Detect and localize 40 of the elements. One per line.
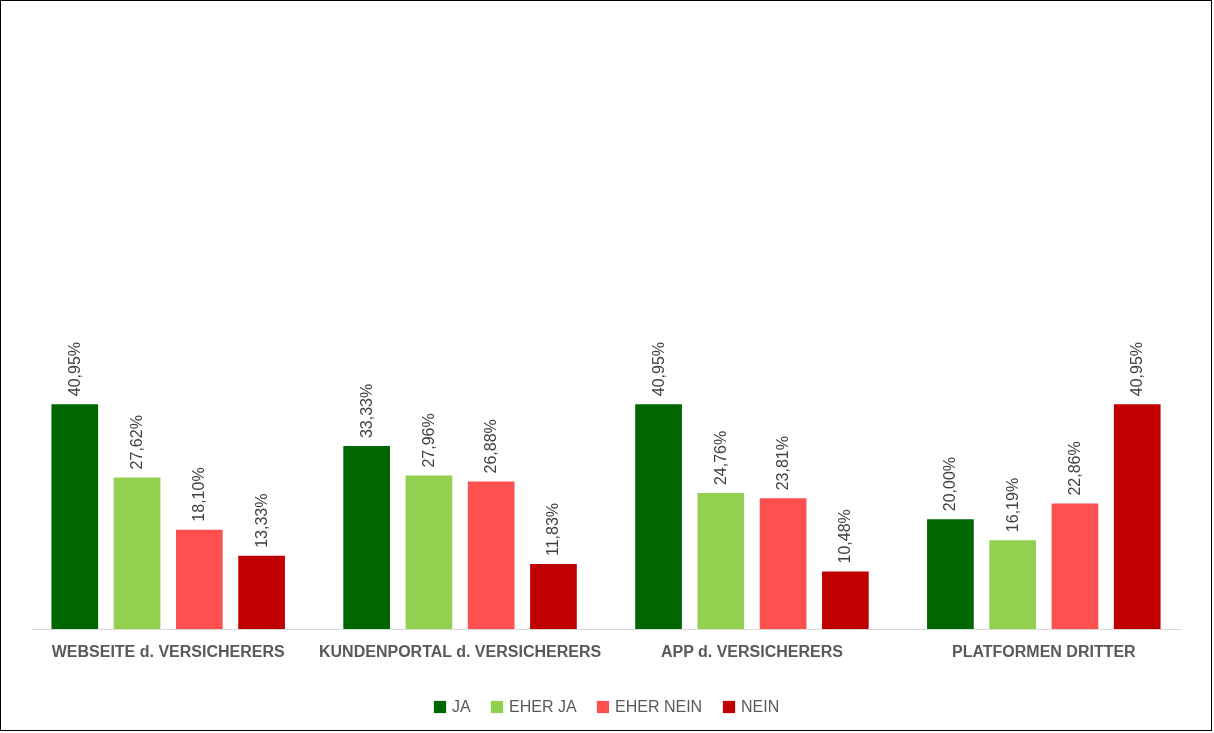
bar — [530, 564, 577, 629]
bar — [467, 481, 515, 629]
legend-label: NEIN — [741, 698, 780, 715]
bar — [1113, 404, 1161, 629]
data-label: 24,76% — [711, 430, 729, 486]
bar — [238, 555, 285, 629]
data-label: 27,62% — [128, 415, 146, 470]
bar — [113, 477, 161, 629]
data-label: 27,96% — [419, 413, 437, 468]
legend-label: JA — [452, 698, 471, 715]
bar — [1051, 503, 1099, 629]
bar — [635, 404, 682, 629]
bar — [343, 446, 391, 629]
x-tick-label: KUNDENPORTAL d. VERSICHERERS — [319, 642, 602, 660]
bar — [759, 498, 807, 629]
bar — [989, 540, 1037, 629]
legend-label: EHER JA — [509, 698, 577, 715]
data-label: 22,86% — [1065, 441, 1083, 496]
data-label: 33,33% — [357, 383, 375, 439]
data-label: 10,48% — [836, 509, 854, 564]
bar — [405, 475, 453, 629]
data-label: 18,10% — [190, 467, 208, 522]
data-label: 26,88% — [482, 419, 500, 474]
x-tick-label: WEBSEITE d. VERSICHERERS — [51, 642, 285, 660]
bar — [175, 529, 223, 629]
x-tick-label: APP d. VERSICHERERS — [660, 642, 844, 660]
bar — [821, 571, 869, 629]
data-label: 13,33% — [252, 493, 270, 548]
data-label: 11,83% — [544, 502, 562, 557]
data-label: 16,19% — [1003, 477, 1021, 533]
x-tick-label: PLATFORMEN DRITTER — [951, 642, 1137, 660]
data-label: 23,81% — [774, 436, 792, 491]
data-label: 40,95% — [1128, 341, 1146, 397]
bar — [51, 404, 99, 629]
data-label: 20,00% — [941, 456, 959, 512]
data-label: 40,95% — [65, 341, 83, 397]
bar — [697, 493, 745, 629]
legend-label: EHER NEIN — [615, 698, 703, 715]
data-label: 40,95% — [649, 341, 667, 397]
bar — [927, 519, 974, 629]
